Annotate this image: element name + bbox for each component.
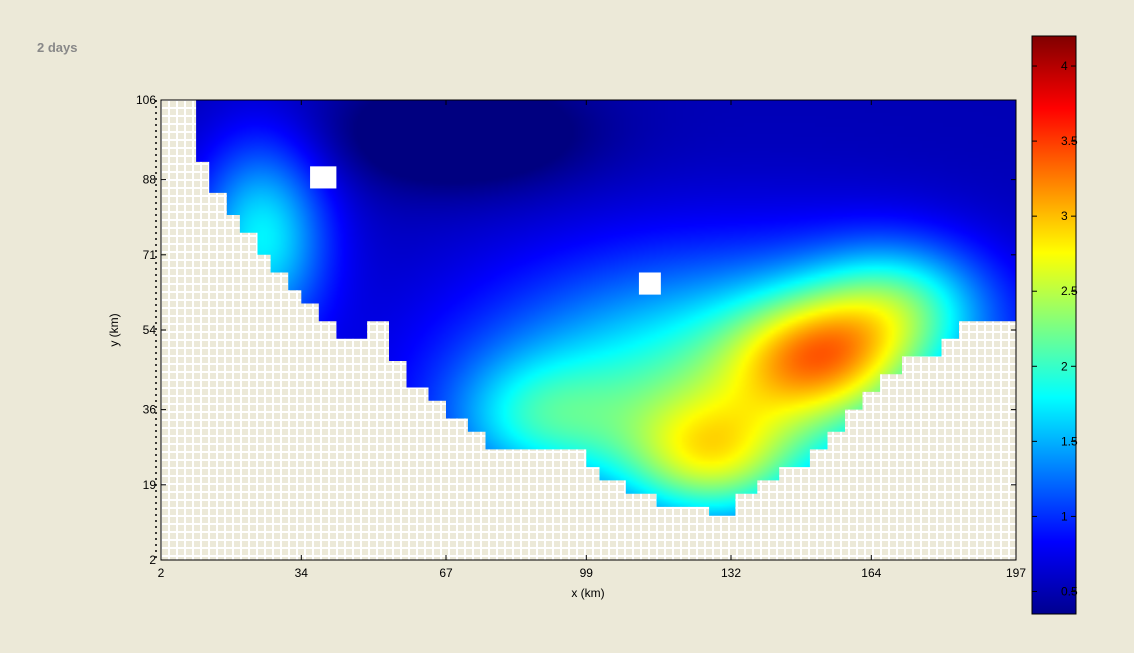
y-tick-label: 71 [143, 248, 157, 262]
x-tick-label: 197 [1006, 566, 1026, 580]
x-tick-label: 67 [439, 566, 453, 580]
colorbar-ticks: 0.5 1 1.5 2 2.5 3 3.5 4 [1032, 59, 1078, 598]
colorbar-tick-label: 4 [1061, 59, 1068, 73]
colorbar-tick-label: 1.5 [1061, 434, 1078, 448]
panel-title: 2 days [37, 40, 77, 55]
y-tick-label: 19 [143, 478, 157, 492]
island [310, 166, 337, 189]
colorbar-tick-label: 2.5 [1061, 284, 1078, 298]
land-mask [161, 100, 1016, 560]
x-tick-label: 132 [721, 566, 741, 580]
y-tick-label: 36 [143, 403, 157, 417]
colorbar-tick-label: 2 [1061, 359, 1068, 373]
colorbar-tick-label: 3.5 [1061, 134, 1078, 148]
x-axis-label: x (km) [571, 586, 604, 600]
x-tick-label: 164 [861, 566, 881, 580]
colorbar: 0.5 1 1.5 2 2.5 3 3.5 4 [1031, 35, 1078, 615]
plot-area [155, 99, 1017, 561]
x-axis: 2 34 67 99 132 164 197 [158, 100, 1026, 580]
x-tick-label: 2 [158, 566, 165, 580]
y-axis-label: y (km) [107, 313, 121, 346]
y-axis: 2 19 36 54 71 88 106 [136, 93, 1016, 567]
colorbar-tick-label: 1 [1061, 509, 1068, 523]
y-tick-label: 54 [143, 323, 157, 337]
island [638, 272, 661, 295]
colorbar-tick-label: 0.5 [1061, 584, 1078, 598]
y-tick-label: 88 [143, 173, 157, 187]
colorbar-tick-label: 3 [1061, 209, 1068, 223]
colorbar-scale [1031, 35, 1077, 615]
x-tick-label: 99 [580, 566, 594, 580]
island-layer [310, 166, 661, 295]
y-tick-label: 106 [136, 93, 156, 107]
x-tick-label: 34 [295, 566, 309, 580]
y-tick-label: 2 [149, 553, 156, 567]
